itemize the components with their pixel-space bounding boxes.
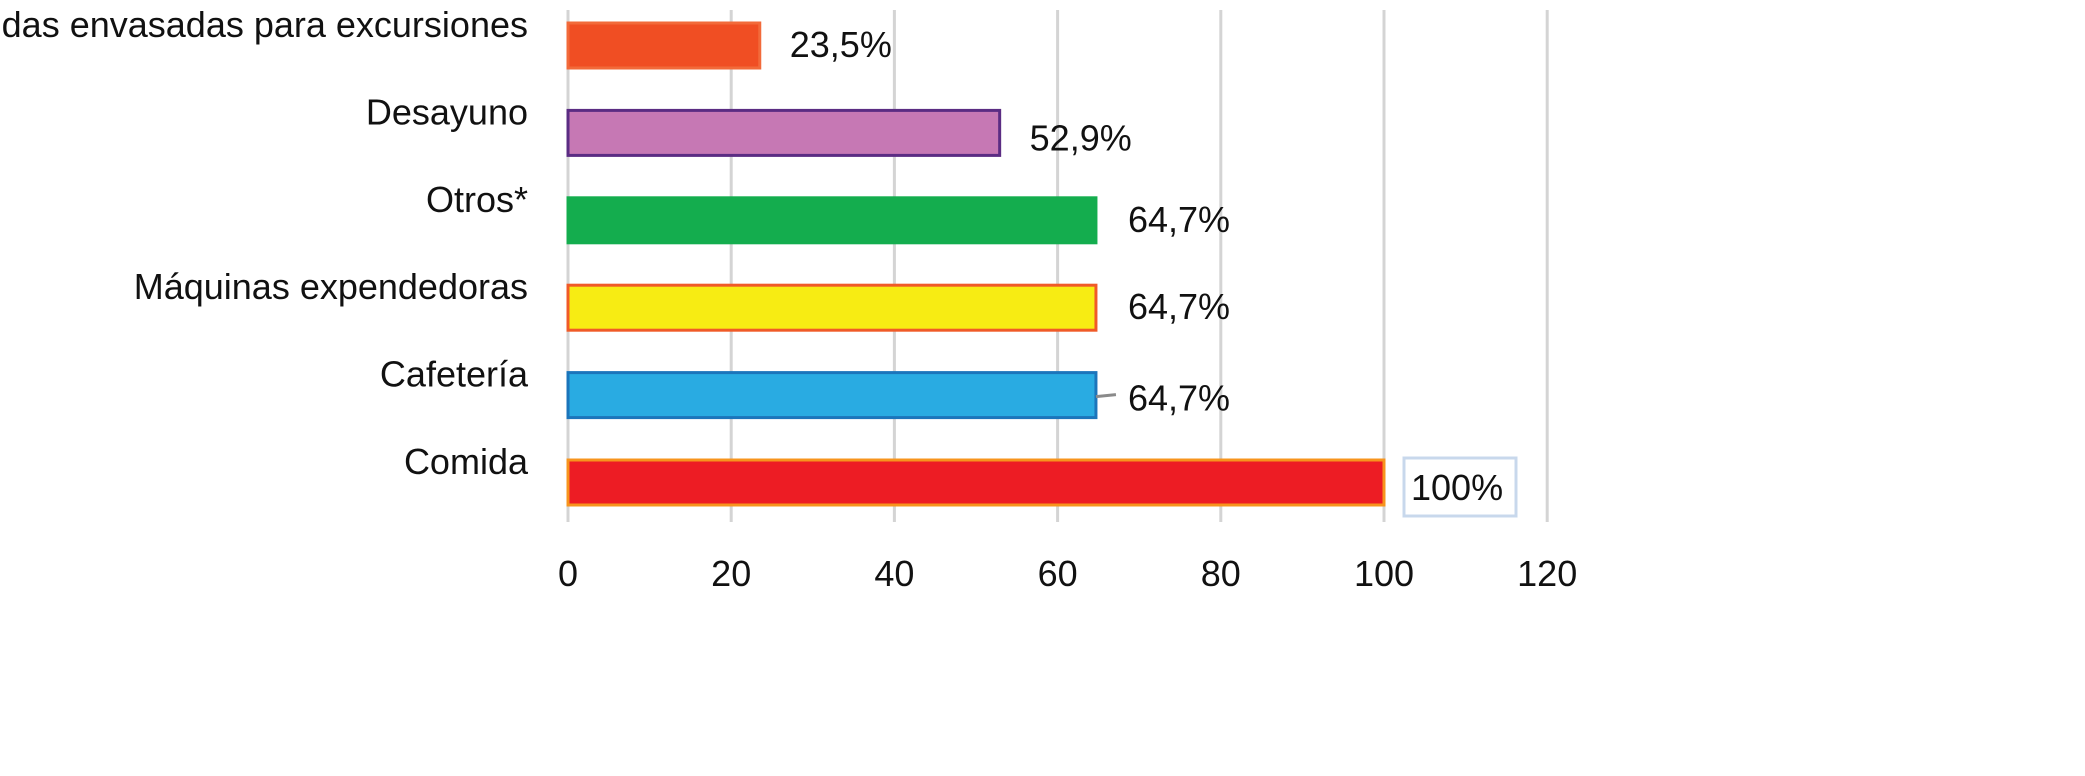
category-label-1: Desayuno — [366, 91, 528, 132]
x-tick-label-20: 20 — [711, 553, 751, 594]
category-label-4: Cafetería — [380, 354, 529, 395]
x-tick-label-40: 40 — [874, 553, 914, 594]
data-label-0: 23,5% — [790, 24, 892, 65]
bar-3 — [566, 283, 1098, 332]
gridlines — [566, 10, 1549, 522]
data-labels: 23,5% 52,9% 64,7% 64,7% 64,7% 100% — [790, 24, 1518, 518]
data-label-3: 64,7% — [1128, 286, 1230, 327]
bar-1 — [566, 108, 1002, 157]
x-tick-label-100: 100 — [1354, 553, 1414, 594]
data-label-2: 64,7% — [1128, 199, 1230, 240]
x-tick-label-80: 80 — [1201, 553, 1241, 594]
category-label-3: Máquinas expendedoras — [134, 266, 528, 307]
bar-5 — [566, 458, 1386, 507]
data-label-5: 100% — [1411, 467, 1503, 508]
bar-0 — [566, 21, 762, 70]
x-axis-ticks: 0 20 40 60 80 100 120 — [558, 553, 1577, 594]
category-labels: Comidas envasadas para excursiones Desayu… — [0, 4, 529, 482]
x-tick-label-120: 120 — [1517, 553, 1577, 594]
bars — [566, 21, 1386, 507]
data-label-leader — [1095, 393, 1117, 399]
data-label-1: 52,9% — [1030, 117, 1132, 158]
category-label-5: Comida — [404, 441, 529, 482]
x-tick-label-60: 60 — [1038, 553, 1078, 594]
category-label-0: Comidas envasadas para excursiones — [0, 4, 528, 45]
x-tick-label-0: 0 — [558, 553, 578, 594]
bar-4 — [566, 371, 1098, 420]
data-label-box — [1402, 456, 1518, 518]
data-label-4: 64,7% — [1128, 378, 1230, 419]
bar-2 — [566, 196, 1098, 245]
category-label-2: Otros* — [426, 179, 528, 220]
